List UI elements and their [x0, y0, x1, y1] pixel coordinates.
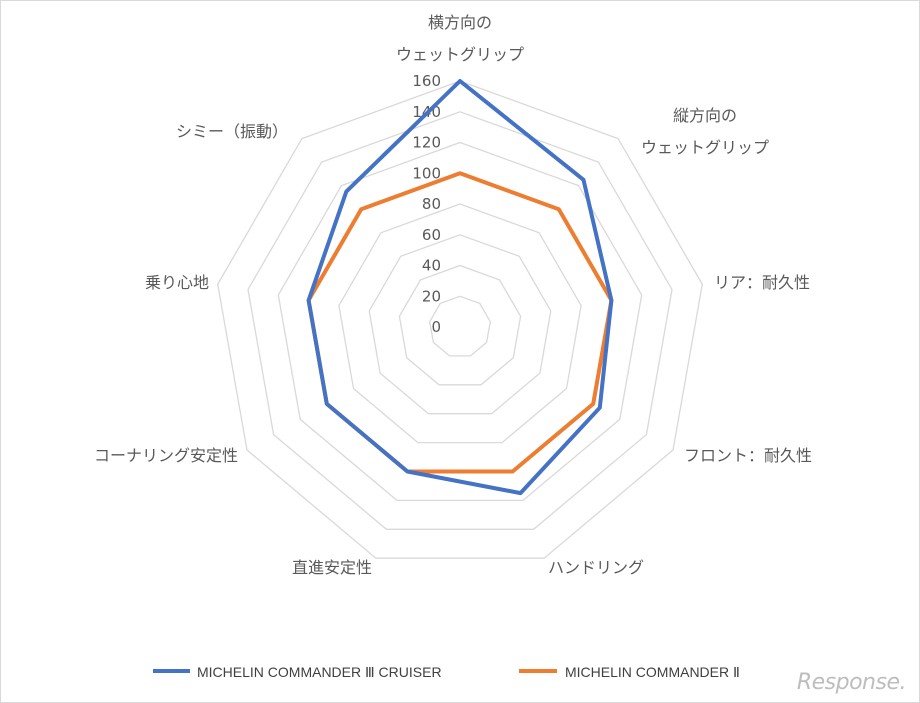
series-line — [306, 171, 614, 474]
category-label: 直進安定性 — [292, 558, 372, 577]
category-label: 縦方向のウェットグリップ — [641, 106, 769, 157]
grid-ring-20 — [429, 295, 491, 357]
legend-label: MICHELIN COMMANDER Ⅲ CRUISER — [197, 664, 442, 680]
grid-ring-120 — [277, 141, 643, 502]
category-labels: 横方向のウェットグリップ縦方向のウェットグリップリア：耐久性フロント：耐久性ハン… — [94, 13, 812, 577]
response-watermark-logo: Response. — [796, 670, 907, 695]
category-label: 乗り心地 — [145, 273, 209, 292]
grid-ring-60 — [368, 234, 552, 415]
category-label: ハンドリング — [548, 558, 644, 577]
watermark-text: Response. — [796, 670, 907, 695]
tick-label: 100 — [412, 164, 441, 182]
legend-label: MICHELIN COMMANDER Ⅱ — [565, 664, 740, 680]
tick-label: 20 — [422, 287, 441, 305]
tick-label: 60 — [422, 226, 441, 244]
radar-series — [306, 79, 614, 496]
tick-label: 0 — [431, 318, 441, 336]
grid-ring-140 — [247, 111, 673, 530]
series-line — [306, 79, 614, 496]
grid-ring-160 — [217, 80, 703, 559]
category-label: コーナリング安定性 — [94, 446, 238, 465]
tick-label: 80 — [422, 195, 441, 213]
category-label: フロント：耐久性 — [684, 446, 812, 465]
category-label: シミー（振動） — [176, 122, 288, 141]
tick-label: 160 — [412, 72, 441, 90]
radar-grid — [217, 80, 703, 559]
tick-label: 120 — [412, 134, 441, 152]
grid-ring-80 — [338, 203, 582, 444]
tick-label: 40 — [422, 257, 441, 275]
category-label: 横方向のウェットグリップ — [396, 13, 524, 64]
grid-ring-40 — [398, 264, 522, 386]
legend: MICHELIN COMMANDER Ⅲ CRUISER MICHELIN COM… — [153, 664, 740, 680]
category-label: リア：耐久性 — [714, 273, 810, 292]
